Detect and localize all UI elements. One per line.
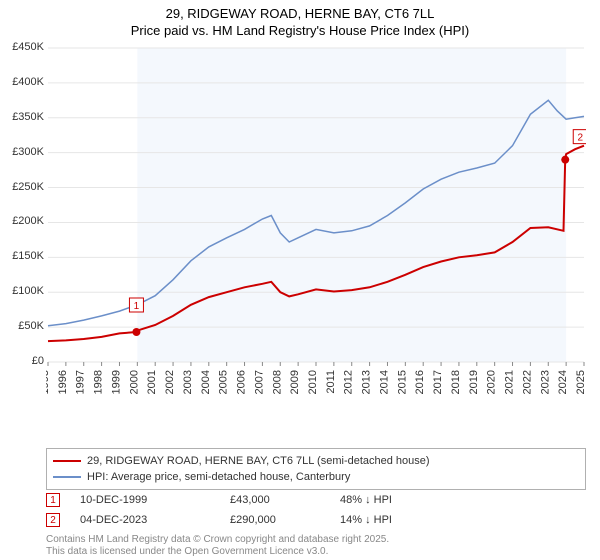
x-tick-label: 2000 (128, 370, 140, 394)
x-tick-label: 1996 (57, 370, 69, 394)
x-tick-label: 1998 (93, 370, 105, 394)
legend-label: HPI: Average price, semi-detached house,… (87, 471, 350, 483)
x-tick-label: 2017 (432, 370, 444, 394)
marker-row: 1 10-DEC-1999£43,00048% ↓ HPI (46, 490, 586, 510)
marker-delta: 14% ↓ HPI (340, 514, 460, 526)
x-tick-label: 2001 (146, 370, 158, 394)
marker-dot-2 (561, 156, 569, 164)
y-tick-label: £250K (0, 181, 44, 193)
x-tick-label: 2025 (575, 370, 586, 394)
y-tick-label: £300K (0, 146, 44, 158)
plot-band (137, 48, 566, 362)
y-tick-label: £400K (0, 76, 44, 88)
attribution-line1: Contains HM Land Registry data © Crown c… (46, 534, 389, 546)
marker-badge: 1 (46, 493, 60, 507)
x-tick-label: 2003 (182, 370, 194, 394)
marker-price: £290,000 (230, 514, 340, 526)
chart-title: 29, RIDGEWAY ROAD, HERNE BAY, CT6 7LL Pr… (0, 0, 600, 40)
x-tick-label: 1997 (75, 370, 87, 394)
x-tick-label: 2019 (468, 370, 480, 394)
x-tick-label: 2013 (361, 370, 373, 394)
marker-delta: 48% ↓ HPI (340, 494, 460, 506)
attribution-text: Contains HM Land Registry data © Crown c… (46, 534, 389, 558)
x-tick-label: 2002 (164, 370, 176, 394)
x-tick-label: 2024 (557, 370, 569, 394)
marker-table: 1 10-DEC-1999£43,00048% ↓ HPI 2 04-DEC-2023… (46, 490, 586, 530)
x-tick-label: 2020 (486, 370, 498, 394)
chart-container: 29, RIDGEWAY ROAD, HERNE BAY, CT6 7LL Pr… (0, 0, 600, 560)
x-tick-label: 2012 (343, 370, 355, 394)
marker-row: 2 04-DEC-2023£290,00014% ↓ HPI (46, 510, 586, 530)
x-tick-label: 2006 (236, 370, 248, 394)
x-tick-label: 2004 (200, 370, 212, 394)
x-tick-label: 2015 (396, 370, 408, 394)
title-subtitle: Price paid vs. HM Land Registry's House … (0, 23, 600, 40)
y-tick-label: £150K (0, 250, 44, 262)
legend: 29, RIDGEWAY ROAD, HERNE BAY, CT6 7LL (s… (46, 448, 586, 490)
y-tick-label: £350K (0, 111, 44, 123)
legend-swatch (53, 460, 81, 462)
x-tick-label: 2005 (218, 370, 230, 394)
y-tick-label: £100K (0, 285, 44, 297)
legend-swatch (53, 476, 81, 478)
x-tick-label: 2014 (378, 370, 390, 394)
y-tick-label: £0 (0, 355, 44, 367)
legend-row: 29, RIDGEWAY ROAD, HERNE BAY, CT6 7LL (s… (53, 453, 579, 469)
marker-date: 10-DEC-1999 (80, 494, 230, 506)
marker-dot-1 (132, 328, 140, 336)
legend-label: 29, RIDGEWAY ROAD, HERNE BAY, CT6 7LL (s… (87, 455, 430, 467)
line-chart: 1 2 1995 1996 1997 1998 1999 2000 2001 2002 2003 20… (46, 46, 586, 406)
x-tick-label: 2021 (504, 370, 516, 394)
marker-date: 04-DEC-2023 (80, 514, 230, 526)
y-tick-label: £450K (0, 41, 44, 53)
title-address: 29, RIDGEWAY ROAD, HERNE BAY, CT6 7LL (0, 6, 600, 23)
y-tick-label: £200K (0, 215, 44, 227)
attribution-line2: This data is licensed under the Open Gov… (46, 546, 389, 558)
marker-label-text-1: 1 (134, 301, 140, 312)
x-tick-label: 2011 (325, 370, 337, 394)
marker-badge: 2 (46, 513, 60, 527)
x-tick-label: 2023 (539, 370, 551, 394)
x-tick-label: 2022 (521, 370, 533, 394)
x-tick-label: 2016 (414, 370, 426, 394)
legend-row: HPI: Average price, semi-detached house,… (53, 469, 579, 485)
x-tick-label: 1999 (110, 370, 122, 394)
y-tick-label: £50K (0, 320, 44, 332)
x-tick-label: 1995 (46, 370, 51, 394)
x-tick-label: 2009 (289, 370, 301, 394)
x-tick-label: 2008 (271, 370, 283, 394)
x-tick-label: 2007 (253, 370, 265, 394)
x-tick-label: 2010 (307, 370, 319, 394)
marker-label-text-2: 2 (577, 133, 583, 144)
x-tick-label: 2018 (450, 370, 462, 394)
marker-price: £43,000 (230, 494, 340, 506)
